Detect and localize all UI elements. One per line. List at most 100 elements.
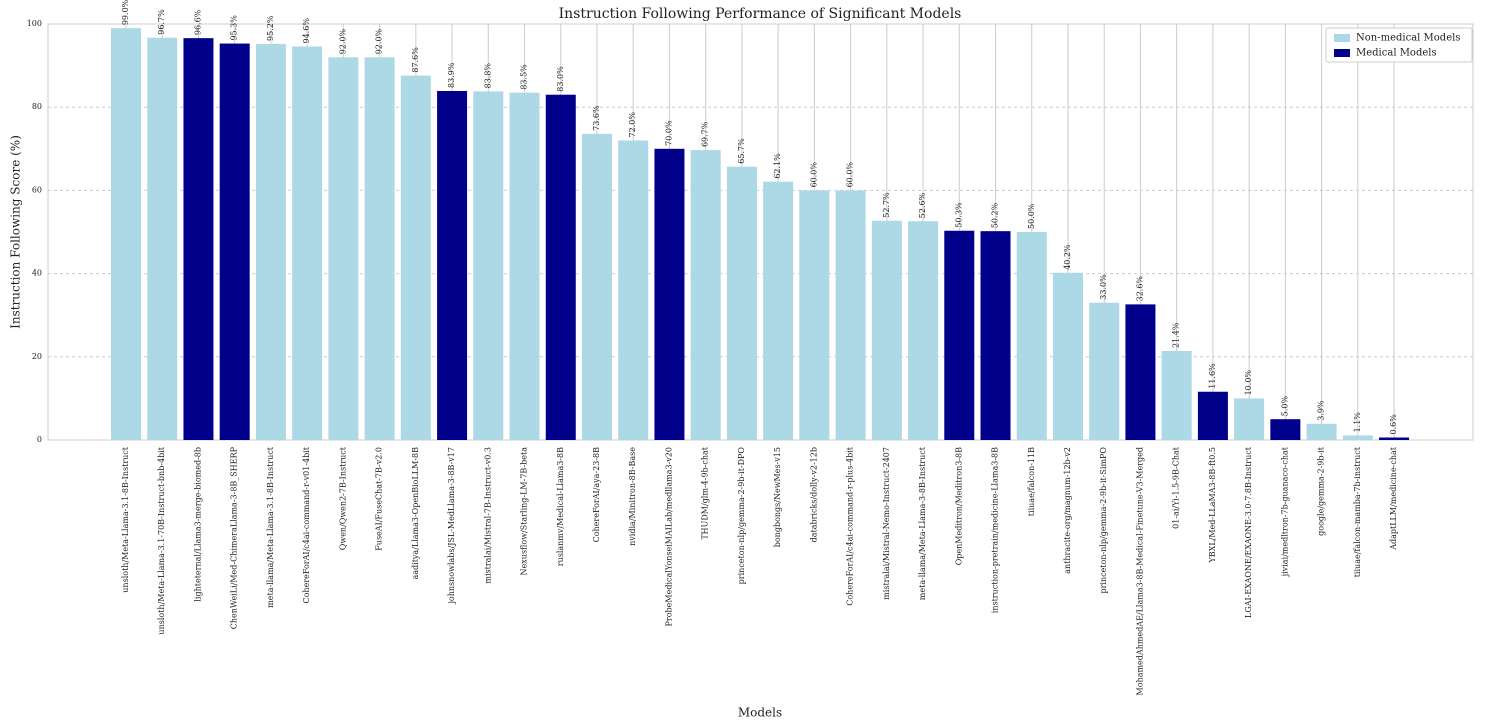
bar <box>980 231 1011 440</box>
value-label: 96.6% <box>193 9 202 35</box>
bar <box>726 166 757 441</box>
x-tick-label: unsloth/Meta-Llama-3.1-70B-Instruct-bnb-… <box>157 446 166 634</box>
x-tick-label: princeton-nlp/gemma-2-9b-it-DPO <box>737 447 746 585</box>
value-label: 0.6% <box>1389 414 1398 435</box>
y-tick-label: 80 <box>32 102 42 111</box>
value-label: 69.7% <box>701 121 710 147</box>
value-label: 32.6% <box>1135 276 1144 302</box>
value-label: 1.1% <box>1353 412 1362 433</box>
value-label: 60.0% <box>809 162 818 188</box>
x-tick-label: 01-ai/Yi-1.5-9B-Chat <box>1172 446 1181 529</box>
x-tick-label: nvidia/Minitron-8B-Base <box>628 447 637 546</box>
x-tick-label: CohereForAI/c4ai-command-r-v01-4bit <box>302 446 311 603</box>
x-tick-label: Nexusflow/Starling-LM-7B-beta <box>520 447 529 576</box>
x-tick-label: CohereForAI/c4ai-command-r-plus-4bit <box>846 446 855 606</box>
legend-label: Non-medical Models <box>1356 33 1460 44</box>
value-label: 83.8% <box>483 63 492 89</box>
x-tick-label: meta-llama/Meta-Llama-3.1-8B-Instruct <box>266 446 275 608</box>
x-tick-label: jiviai/medltron-7b-guanaco-chat <box>1280 446 1289 577</box>
value-label: 40.2% <box>1063 244 1072 270</box>
bar <box>1234 398 1265 440</box>
value-label: 50.2% <box>991 202 1000 228</box>
x-tick-label: lighteternal/Llama3-merge-biomed-8b <box>193 447 202 602</box>
x-tick-label: ruslanmv/Medical-Llama3-8B <box>556 447 565 566</box>
bar <box>437 90 468 440</box>
bar <box>509 92 540 440</box>
bar <box>581 133 612 440</box>
bar <box>799 190 830 440</box>
x-axis-label: Models <box>738 706 782 720</box>
value-label: 5.0% <box>1280 395 1289 416</box>
x-tick-label: johnsnowlabs/JSL-MedLlama-3-8B-v17 <box>447 447 456 605</box>
bar <box>219 43 250 440</box>
value-label: 3.9% <box>1317 400 1326 421</box>
bar <box>1161 350 1192 440</box>
bar <box>1197 391 1228 440</box>
value-label: 50.3% <box>954 202 963 228</box>
value-label: 95.2% <box>266 15 275 41</box>
bar <box>1016 232 1047 440</box>
value-label: 52.7% <box>882 192 891 218</box>
x-tick-label: instruction-pretrain/medicine-Llama3-8B <box>991 447 1000 613</box>
x-tick-label: anthracite-org/magnum-12b-v2 <box>1063 447 1072 574</box>
bar <box>618 140 649 441</box>
x-tick-label: mistralai/Mistral-7B-Instruct-v0.3 <box>483 447 492 584</box>
bar <box>763 181 794 440</box>
value-label: 72.0% <box>628 112 637 138</box>
x-tick-label: FuseAI/FuseChat-7B-v2.0 <box>375 447 384 551</box>
bar <box>111 28 141 440</box>
value-label: 94.6% <box>302 18 311 44</box>
x-tick-label: databricks/dolly-v2-12b <box>809 447 818 542</box>
x-tick-label: tiiuae/falcon-11B <box>1027 447 1036 516</box>
value-label: 95.3% <box>230 15 239 41</box>
bar <box>1379 437 1410 440</box>
x-tick-label: LGAI-EXAONE/EXAONE-3.0-7.8B-Instruct <box>1244 446 1253 618</box>
bar <box>255 43 286 441</box>
x-tick-label: THUDM/glm-4-9b-chat <box>701 446 710 539</box>
bar <box>1125 304 1156 440</box>
bar <box>944 230 975 440</box>
x-tick-label: tiiuae/falcon-mamba-7b-instruct <box>1353 446 1362 577</box>
bar <box>835 190 866 440</box>
bar <box>473 91 504 440</box>
value-label: 65.7% <box>737 138 746 164</box>
x-tick-label: google/gemma-2-9b-it <box>1317 446 1326 536</box>
x-tick-label: mistralai/Mistral-Nemo-Instruct-2407 <box>882 447 891 600</box>
x-tick-label: MohamedAhmedAE/Llama3-8B-Medical-Finetun… <box>1135 447 1144 695</box>
x-tick-label: ProbeMedicalYonseiMAILab/medllama3-v20 <box>664 447 673 626</box>
value-label: 73.6% <box>592 105 601 131</box>
x-tick-label: AdaptLLM/medicine-chat <box>1389 446 1398 551</box>
bar <box>908 221 939 440</box>
legend-swatch <box>1334 49 1350 57</box>
plot-frame <box>47 23 1474 441</box>
bar <box>1089 302 1120 440</box>
bar <box>1342 435 1373 440</box>
value-label: 87.6% <box>411 47 420 73</box>
x-tick-label: meta-llama/Meta-Llama-3-8B-Instruct <box>918 446 927 600</box>
value-label: 83.5% <box>520 64 529 90</box>
x-tick-label: princeton-nlp/gemma-2-9b-it-SimPO <box>1099 447 1108 594</box>
chart-title: Instruction Following Performance of Sig… <box>559 6 962 22</box>
value-label: 83.9% <box>447 62 456 88</box>
bar <box>400 75 431 441</box>
value-label: 50.0% <box>1027 203 1036 229</box>
legend-box <box>1325 27 1473 63</box>
bar <box>328 57 359 440</box>
bar <box>292 46 323 441</box>
y-axis-label: Instruction Following Score (%) <box>9 135 23 329</box>
bar <box>690 150 721 440</box>
legend-swatch <box>1334 34 1350 42</box>
bar <box>364 57 395 440</box>
value-label: 99.0% <box>121 0 130 25</box>
y-tick-label: 60 <box>32 185 42 194</box>
value-label: 70.0% <box>664 120 673 146</box>
x-tick-label: OpenMeditron/Meditron3-8B <box>954 447 963 565</box>
value-label: 83.0% <box>556 66 565 92</box>
value-label: 11.6% <box>1208 363 1217 389</box>
bar <box>545 94 576 440</box>
value-label: 52.6% <box>918 192 927 218</box>
value-label: 62.1% <box>773 153 782 179</box>
bar <box>1052 272 1083 440</box>
bar <box>147 37 178 441</box>
value-label: 92.0% <box>375 28 384 54</box>
